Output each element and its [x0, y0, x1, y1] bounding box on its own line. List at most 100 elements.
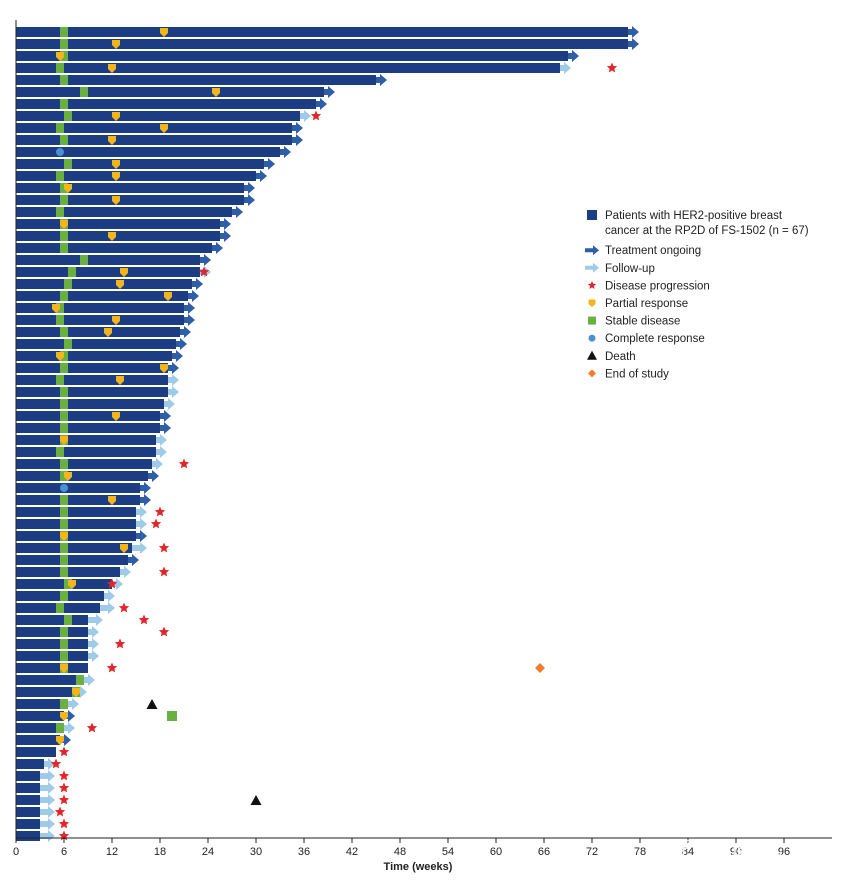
follow-up-arrow — [40, 806, 55, 818]
disease-progression-marker — [58, 782, 70, 793]
treatment-ongoing-arrow — [568, 50, 579, 62]
partial-response-marker — [160, 364, 168, 373]
partial-response-marker — [104, 328, 112, 337]
legend-label-pr: Partial response — [605, 298, 688, 310]
stable-disease-marker — [56, 207, 64, 217]
follow-up-arrow — [168, 386, 179, 398]
stable-disease-marker — [56, 63, 64, 73]
patient-bar — [16, 267, 200, 277]
patient-bar — [16, 795, 40, 805]
patient-bar — [16, 27, 628, 37]
patient-bar — [16, 327, 180, 337]
patient-bar — [16, 483, 140, 493]
patient-bar — [16, 147, 280, 157]
stable-disease-marker — [56, 603, 64, 613]
patient-bar — [16, 135, 292, 145]
partial-response-marker — [56, 736, 64, 745]
treatment-ongoing-arrow — [376, 74, 387, 86]
disease-progression-marker — [58, 746, 70, 757]
x-tick-label: 48 — [394, 846, 406, 858]
partial-response-marker — [112, 40, 120, 49]
treatment-ongoing-arrow — [136, 530, 147, 542]
x-tick-label: 54 — [442, 846, 454, 858]
patient-bar — [16, 195, 244, 205]
legend-label-cr: Complete response — [605, 333, 705, 345]
stable-disease-marker — [64, 279, 72, 289]
patient-bar — [16, 99, 316, 109]
partial-response-marker — [72, 688, 80, 697]
follow-up-arrow — [40, 818, 55, 830]
partial-response-marker — [116, 280, 124, 289]
stable-disease-marker — [64, 159, 72, 169]
death-marker — [250, 795, 262, 805]
watermark: 知乎 @触摸阳光 — [658, 839, 782, 859]
x-axis: 0 6 12 18 24 30 36 42 48 54 60 66 72 78 84 90 96 — [13, 20, 832, 858]
patient-bar — [16, 255, 200, 265]
patient-bar — [16, 543, 132, 553]
patient-bars — [16, 26, 639, 842]
watermark-text: 知乎 @触摸阳光 — [658, 839, 782, 859]
treatment-ongoing-arrow — [160, 422, 171, 434]
treatment-ongoing-arrow — [280, 146, 291, 158]
x-tick-label: 0 — [13, 846, 19, 858]
treatment-ongoing-arrow — [192, 278, 203, 290]
patient-bar — [16, 687, 72, 697]
treatment-ongoing-arrow — [628, 38, 639, 50]
legend-label-death: Death — [605, 351, 636, 363]
stable-disease-marker — [56, 447, 64, 457]
patient-bar — [16, 75, 376, 85]
disease-progression-marker — [54, 806, 66, 817]
patient-bar — [16, 351, 172, 361]
partial-response-marker — [164, 292, 172, 301]
patient-bar — [16, 159, 264, 169]
patient-bar — [16, 723, 60, 733]
treatment-ongoing-arrow — [128, 554, 139, 566]
treatment-ongoing-arrow — [148, 470, 159, 482]
stable-disease-marker — [60, 651, 68, 661]
disease-progression-marker — [50, 758, 62, 769]
follow-up-arrow — [164, 398, 175, 410]
x-tick-label: 12 — [106, 846, 118, 858]
treatment-ongoing-arrow — [244, 182, 255, 194]
patient-bar — [16, 87, 324, 97]
stable-disease-marker — [60, 387, 68, 397]
partial-response-marker — [60, 712, 68, 721]
x-tick-label: 24 — [202, 846, 214, 858]
stable-disease-marker — [60, 423, 68, 433]
legend-swatch-sd — [588, 316, 596, 325]
patient-bar — [16, 111, 300, 121]
patient-bar — [16, 375, 168, 385]
stable-disease-marker — [60, 195, 68, 205]
patient-bar — [16, 711, 64, 721]
disease-progression-marker — [58, 794, 70, 805]
patient-bar — [16, 399, 164, 409]
patient-bar — [16, 783, 40, 793]
treatment-ongoing-arrow — [180, 326, 191, 338]
legend-swatch-bar — [587, 210, 597, 220]
patient-bar — [16, 303, 184, 313]
x-tick-label: 30 — [250, 846, 262, 858]
patient-bar — [16, 507, 136, 517]
legend-label-pd: Disease progression — [605, 280, 710, 292]
patient-bar — [16, 699, 68, 709]
disease-progression-marker — [58, 770, 70, 781]
legend-label-followup: Follow-up — [605, 263, 655, 275]
patient-bar — [16, 243, 212, 253]
treatment-ongoing-arrow — [160, 410, 171, 422]
stable-disease-marker — [56, 315, 64, 325]
partial-response-marker — [52, 304, 60, 313]
stable-disease-marker — [60, 519, 68, 529]
complete-response-marker — [60, 484, 68, 492]
patient-bar — [16, 675, 80, 685]
patient-bar — [16, 39, 628, 49]
follow-up-arrow — [88, 650, 99, 662]
disease-progression-marker — [154, 506, 166, 517]
follow-up-arrow — [40, 782, 55, 794]
legend-label-line: Patients with HER2-positive breast — [605, 210, 783, 222]
partial-response-marker — [64, 184, 72, 193]
stable-disease-marker — [60, 243, 68, 253]
stable-disease-marker — [60, 39, 68, 49]
patient-bar — [16, 555, 128, 565]
follow-up-arrow — [104, 590, 115, 602]
follow-up-arrow — [68, 698, 79, 710]
